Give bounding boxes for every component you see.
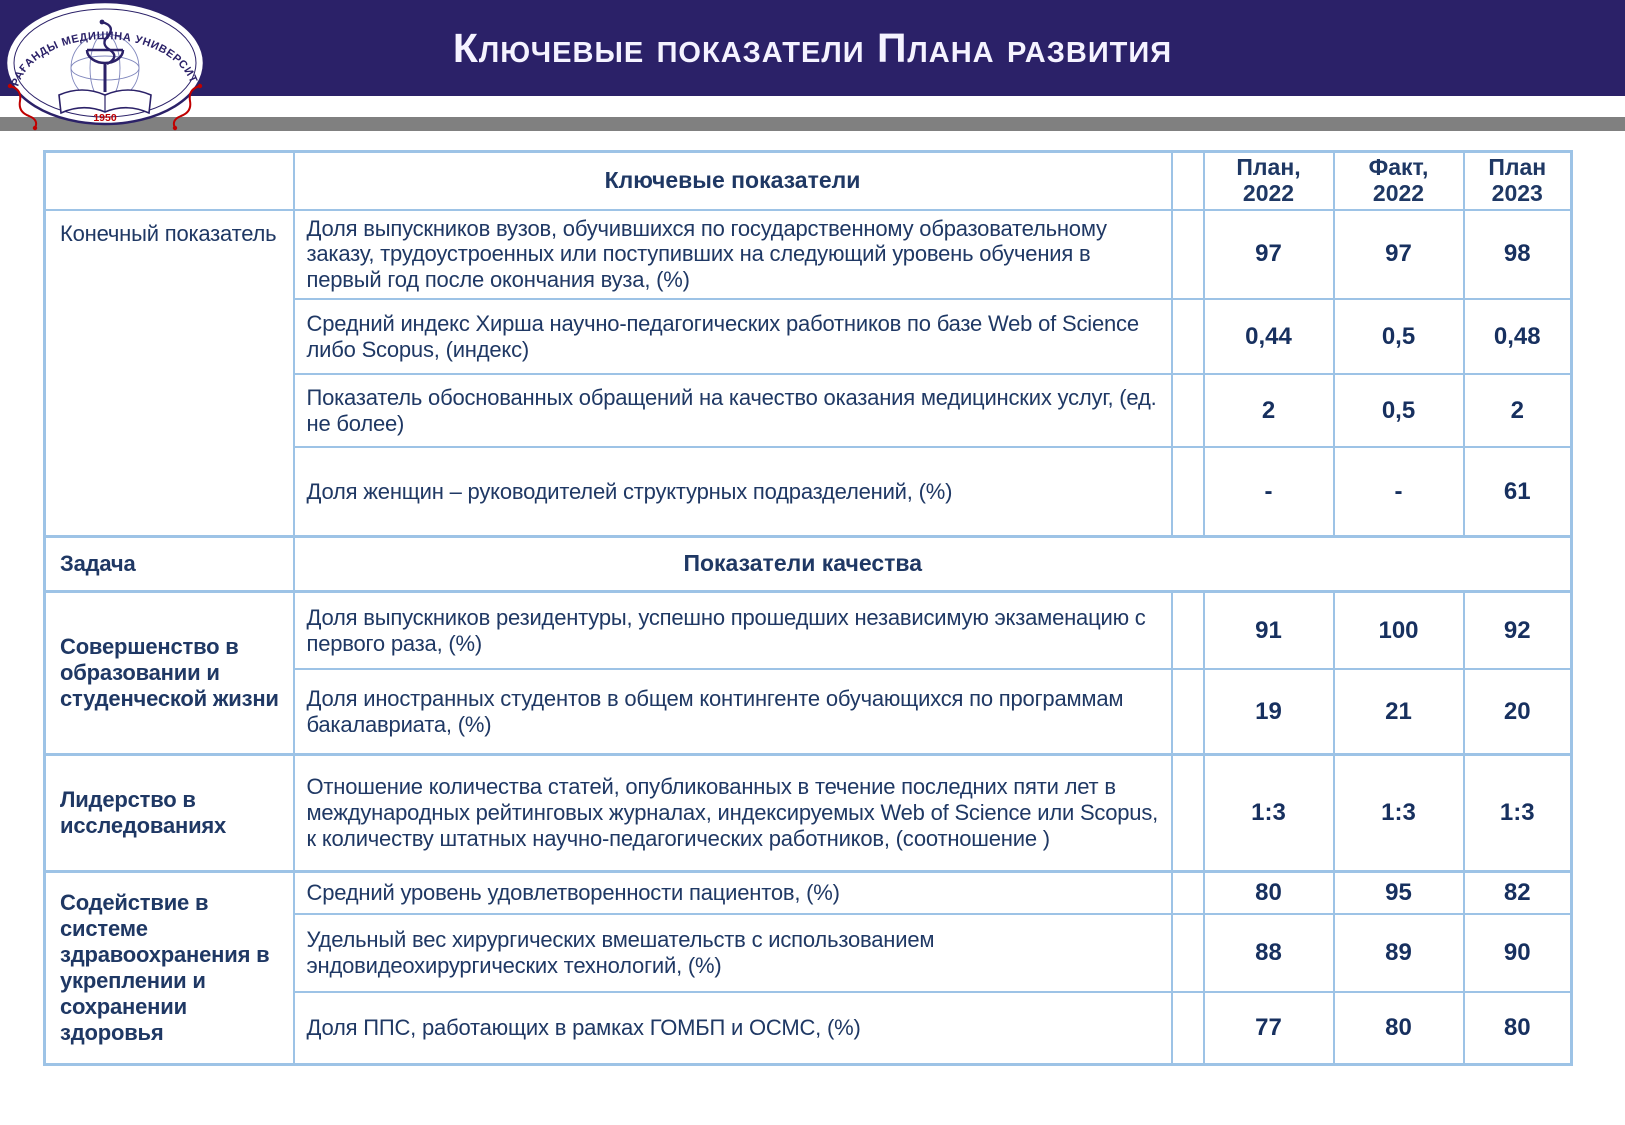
value-plan-2023: 90 [1462,913,1573,994]
spacer-cell [1171,373,1204,449]
table-row: Доля женщин – руководителей структурных … [45,446,1573,538]
value-plan-2023: 0,48 [1462,298,1573,376]
indicator-cell: Доля выпускников резидентуры, успешно пр… [292,589,1173,671]
value-fact-2022: 100 [1332,589,1465,671]
indicator-cell: Удельный вес хирургических вмешательств … [292,913,1173,994]
table-row: Конечный показатель Доля выпускников вуз… [43,208,1573,538]
column-header-plan-2023: План 2023 [1462,150,1573,211]
value-plan-2023: 82 [1462,869,1573,916]
spacer-cell [1171,150,1204,211]
value-plan-2023: 61 [1462,446,1573,538]
open-book-icon [58,89,152,115]
title-band [0,0,1625,96]
indicator-cell: Отношение количества статей, опубликован… [292,752,1173,873]
column-header-plan-2022: План, 2022 [1202,150,1335,211]
column-header-line: План [1488,154,1547,180]
category-final-indicator: Конечный показатель [43,208,295,538]
value-plan-2022: 1:3 [1202,752,1335,873]
value-plan-2023: 2 [1462,373,1573,449]
value-plan-2022: 97 [1202,208,1335,301]
value-plan-2023: 98 [1462,208,1573,301]
slide-title: Ключевые показатели Плана развития [452,25,1173,71]
category-research: Лидерство в исследованиях [43,752,295,873]
table-row: Совершенство в образовании и студенческо… [43,589,1573,756]
table-row: Лидерство в исследованиях Отношение коли… [43,752,1573,873]
value-plan-2022: 77 [1202,991,1335,1066]
category-education: Совершенство в образовании и студенческо… [43,589,295,756]
value-plan-2023: 92 [1462,589,1573,671]
value-fact-2022: 97 [1332,208,1465,301]
value-fact-2022: 80 [1332,991,1465,1066]
table-row: Средний индекс Хирша научно-педагогическ… [45,298,1573,376]
value-fact-2022: 21 [1332,668,1465,756]
table-row: Доля иностранных студентов в общем конти… [45,668,1573,756]
empty-header-cell [43,150,295,211]
quality-indicators-header: Показатели качества [292,534,1573,593]
university-logo: ҚАРАҒАНДЫ МЕДИЦИНА УНИВЕРСИТЕТІ 1950 [2,0,206,131]
spacer-cell [1171,913,1204,994]
task-header-row: Задача Показатели качества [43,534,1573,593]
emblem-inner-ring [13,8,197,118]
value-plan-2023: 1:3 [1462,752,1573,873]
table-row: Доля ППС, работающих в рамках ГОМБП и ОС… [45,991,1573,1066]
spacer-cell [1171,446,1204,538]
value-fact-2022: 1:3 [1332,752,1465,873]
divider-bar [0,117,1625,131]
value-plan-2022: 91 [1202,589,1335,671]
spacer-cell [1171,668,1204,756]
value-plan-2023: 80 [1462,991,1573,1066]
spacer-cell [1171,991,1204,1066]
value-plan-2022: 2 [1202,373,1335,449]
category-task: Задача [43,534,295,593]
column-header-line: План, [1236,154,1301,180]
spacer-cell [1171,298,1204,376]
value-plan-2022: 19 [1202,668,1335,756]
column-header-fact-2022: Факт, 2022 [1332,150,1465,211]
value-plan-2022: 80 [1202,869,1335,916]
value-fact-2022: 95 [1332,869,1465,916]
spacer-cell [1171,589,1204,671]
table-header-row: Ключевые показатели План, 2022 Факт, 202… [43,150,1573,211]
founding-year: 1950 [93,112,117,124]
value-fact-2022: - [1332,446,1465,538]
indicator-cell: Доля ППС, работающих в рамках ГОМБП и ОС… [292,991,1173,1066]
kazakh-ornament-right-icon [172,83,203,131]
category-healthcare: Содействие в системе здравоохранения в у… [43,869,295,1066]
column-header-line: 2022 [1242,179,1295,206]
indicator-cell: Доля женщин – руководителей структурных … [292,446,1173,538]
value-plan-2022: - [1202,446,1335,538]
table-row: Содействие в системе здравоохранения в у… [43,869,1573,1066]
column-header-line: 2022 [1372,179,1425,206]
value-fact-2022: 0,5 [1332,373,1465,449]
indicator-cell: Показатель обоснованных обращений на кач… [292,373,1173,449]
value-plan-2023: 20 [1462,668,1573,756]
value-fact-2022: 89 [1332,913,1465,994]
table-row: Показатель обоснованных обращений на кач… [45,373,1573,449]
bowl-of-hygieia-icon [85,19,125,92]
column-header-line: 2023 [1491,179,1543,206]
kazakh-ornament-left-icon [7,83,38,131]
column-header-indicators: Ключевые показатели [292,150,1173,211]
indicator-cell: Доля выпускников вузов, обучившихся по г… [292,208,1173,301]
table-row: Удельный вес хирургических вмешательств … [45,913,1573,994]
indicator-cell: Средний уровень удовлетворенности пациен… [292,869,1173,916]
value-fact-2022: 0,5 [1332,298,1465,376]
indicator-cell: Доля иностранных студентов в общем конти… [292,668,1173,756]
kpi-table: Ключевые показатели План, 2022 Факт, 202… [43,150,1573,1066]
spacer-cell [1171,752,1204,873]
value-plan-2022: 88 [1202,913,1335,994]
spacer-cell [1171,208,1204,301]
spacer-cell [1171,869,1204,916]
value-plan-2022: 0,44 [1202,298,1335,376]
column-header-line: Факт, [1368,154,1429,180]
indicator-cell: Средний индекс Хирша научно-педагогическ… [292,298,1173,376]
